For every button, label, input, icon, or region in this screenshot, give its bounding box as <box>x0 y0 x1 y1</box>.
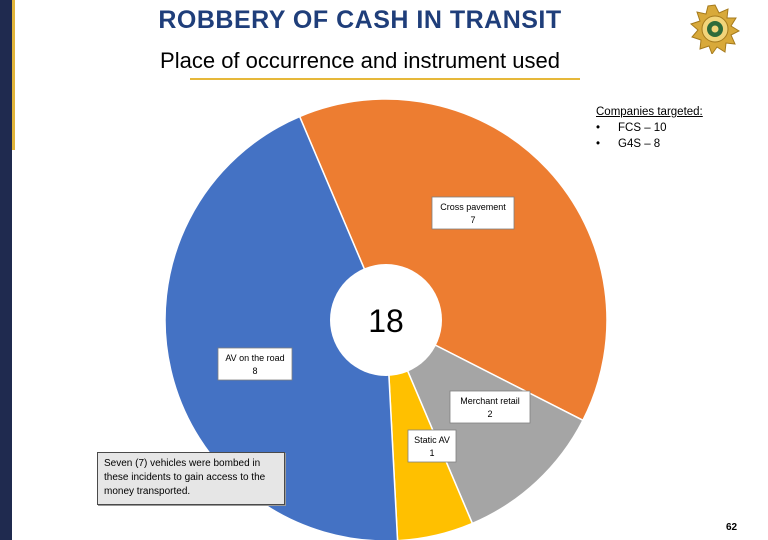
data-label-category: Static AV <box>414 435 450 445</box>
companies-targeted-box: Companies targeted: • FCS – 10 • G4S – 8 <box>596 104 703 152</box>
accent-bar-gold <box>12 0 15 150</box>
data-label-box <box>449 390 531 424</box>
accent-bar-dark <box>0 0 12 540</box>
page-subtitle: Place of occurrence and instrument used <box>160 48 560 73</box>
data-label-box <box>407 429 457 463</box>
page-title: ROBBERY OF CASH IN TRANSIT <box>158 6 562 34</box>
data-label: AV on the road 8 <box>217 347 293 381</box>
page-number: 62 <box>726 522 738 533</box>
data-label-box <box>431 196 515 230</box>
data-label-category: Cross pavement <box>440 202 506 212</box>
data-label-category: Merchant retail <box>460 396 520 406</box>
police-badge-icon <box>690 4 740 54</box>
company-item-text: FCS – 10 <box>618 122 667 134</box>
data-label-box <box>217 347 293 381</box>
company-item-text: G4S – 8 <box>618 138 661 150</box>
data-label: Cross pavement 7 <box>431 196 515 230</box>
companies-heading: Companies targeted: <box>596 106 703 118</box>
data-label-value: 8 <box>252 366 257 376</box>
pie-slice-av-on-the-road <box>164 115 399 540</box>
left-accent-bar <box>0 0 22 540</box>
data-label: Merchant retail 2 <box>449 390 531 424</box>
data-label-category: AV on the road <box>225 353 284 363</box>
data-label-value: 7 <box>470 215 475 225</box>
note-box: Seven (7) vehicles were bombed in these … <box>97 452 285 505</box>
subtitle-underline <box>190 78 580 80</box>
company-item: • G4S – 8 <box>596 138 661 150</box>
donut-center-total: 18 <box>368 303 404 339</box>
donut-hole <box>330 264 442 376</box>
data-label: Static AV 1 <box>407 429 457 463</box>
data-label-value: 1 <box>429 448 434 458</box>
pie-slice-cross-pavement <box>298 98 608 422</box>
company-item: • FCS – 10 <box>596 122 667 134</box>
data-label-value: 2 <box>487 409 492 419</box>
